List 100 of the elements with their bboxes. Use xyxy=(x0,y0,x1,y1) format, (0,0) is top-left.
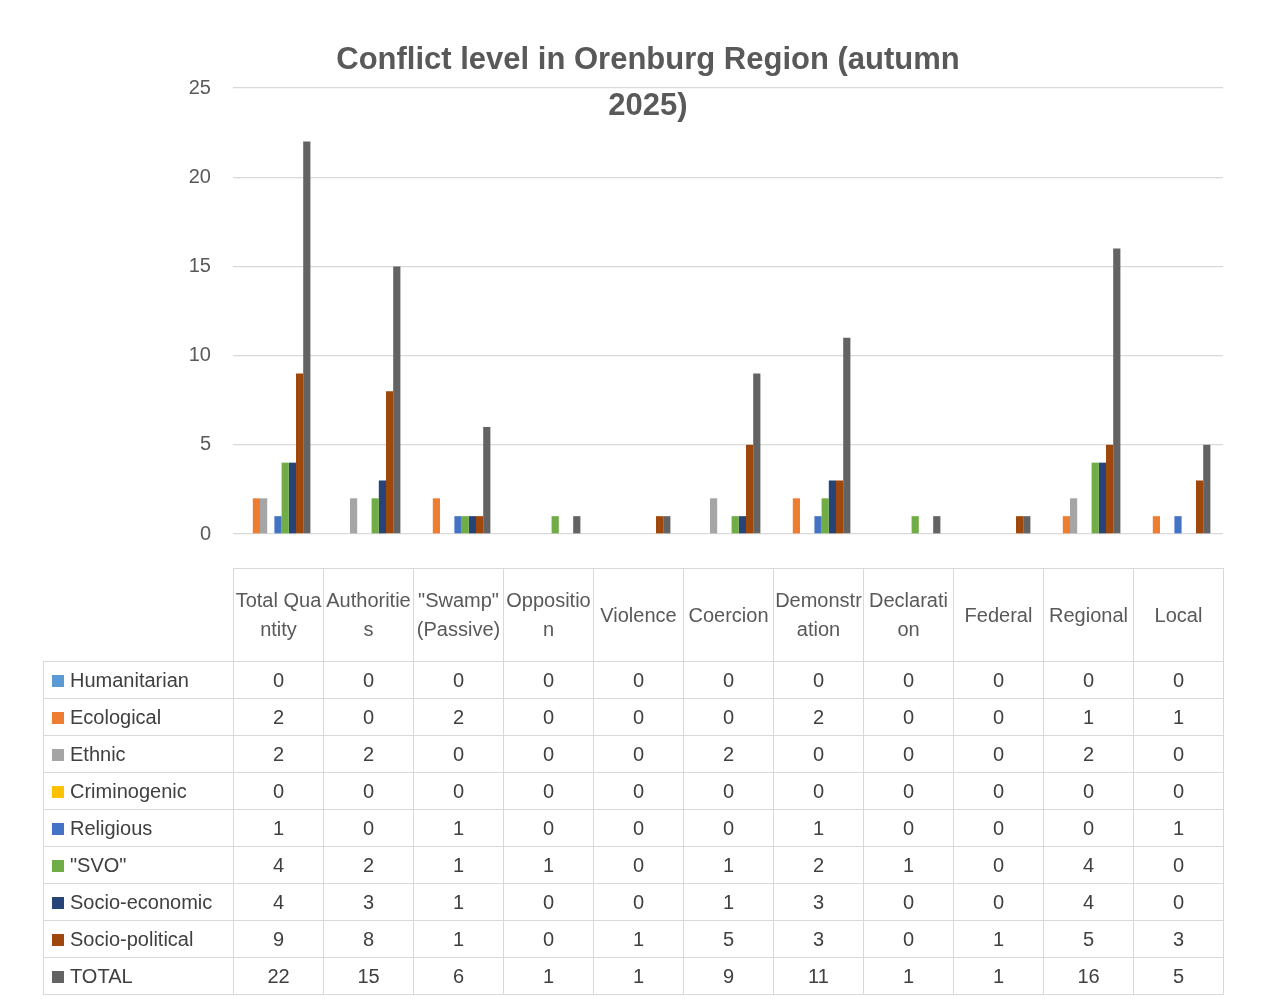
data-label: 3 xyxy=(773,920,864,958)
bar xyxy=(551,516,559,534)
bar xyxy=(350,498,358,534)
data-label: 0 xyxy=(953,735,1044,773)
y-tick-label: 15 xyxy=(188,253,211,276)
data-label: 0 xyxy=(683,809,774,847)
data-label: 0 xyxy=(953,661,1044,699)
x-tick-label: Authorities xyxy=(323,568,414,662)
legend-label: "SVO" xyxy=(70,853,127,876)
bar xyxy=(288,462,296,534)
y-tick-label: 5 xyxy=(199,432,211,455)
data-label: 0 xyxy=(683,698,774,736)
data-label: 4 xyxy=(1043,883,1134,921)
legend-label: Ethnic xyxy=(70,742,126,765)
data-label: 1 xyxy=(1133,698,1224,736)
data-label: 0 xyxy=(323,772,414,810)
x-tick-label: Local xyxy=(1133,568,1224,662)
bar xyxy=(386,391,394,534)
data-label: 5 xyxy=(683,920,774,958)
data-label: 0 xyxy=(1043,809,1134,847)
bar xyxy=(821,498,829,534)
bar xyxy=(1070,498,1078,534)
bar xyxy=(371,498,379,534)
data-label: 2 xyxy=(233,698,324,736)
data-label: 3 xyxy=(1133,920,1224,958)
data-label: 1 xyxy=(683,883,774,921)
data-label: 5 xyxy=(1133,957,1224,995)
data-label: 0 xyxy=(593,698,684,736)
bar xyxy=(483,426,491,534)
data-label: 0 xyxy=(1043,661,1134,699)
bar xyxy=(1203,444,1211,534)
data-label: 9 xyxy=(683,957,774,995)
legend-label: Ecological xyxy=(70,705,162,728)
data-label: 1 xyxy=(503,846,594,884)
data-label: 0 xyxy=(863,809,954,847)
data-label: 1 xyxy=(413,920,504,958)
data-label: 1 xyxy=(593,920,684,958)
data-label: 0 xyxy=(233,661,324,699)
data-label: 8 xyxy=(323,920,414,958)
data-label: 4 xyxy=(1043,846,1134,884)
legend-label: Criminogenic xyxy=(70,779,187,802)
data-label: 0 xyxy=(503,809,594,847)
x-tick-label: Total Quantity xyxy=(233,568,324,662)
bar xyxy=(461,516,469,534)
bar xyxy=(828,480,836,534)
data-label: 0 xyxy=(953,846,1044,884)
bar xyxy=(454,516,462,534)
data-label: 0 xyxy=(593,735,684,773)
data-label: 1 xyxy=(863,957,954,995)
bar xyxy=(746,444,754,534)
data-label: 0 xyxy=(503,883,594,921)
bar xyxy=(1152,516,1160,534)
data-label: 0 xyxy=(863,735,954,773)
data-label: 3 xyxy=(323,883,414,921)
x-tick-label: Demonstration xyxy=(773,568,864,662)
data-label: 0 xyxy=(503,698,594,736)
data-label: 0 xyxy=(953,883,1044,921)
bar xyxy=(1098,462,1106,534)
data-label: 0 xyxy=(1133,772,1224,810)
x-tick-label: Coercion xyxy=(683,568,774,662)
x-tick-label: Regional xyxy=(1043,568,1134,662)
bar xyxy=(753,373,761,534)
data-label: 0 xyxy=(413,735,504,773)
data-label: 0 xyxy=(1133,883,1224,921)
bar xyxy=(260,498,268,534)
bar xyxy=(710,498,718,534)
x-tick-label: Federal xyxy=(953,568,1044,662)
bar xyxy=(843,337,851,534)
data-label: 1 xyxy=(233,809,324,847)
bar xyxy=(1023,516,1031,534)
bar xyxy=(1113,248,1121,534)
data-label: 9 xyxy=(233,920,324,958)
data-label: 0 xyxy=(863,883,954,921)
bar xyxy=(1062,516,1070,534)
bar xyxy=(738,516,746,534)
data-label: 0 xyxy=(953,772,1044,810)
bar xyxy=(281,462,289,534)
data-label: 0 xyxy=(323,661,414,699)
data-label: 22 xyxy=(233,957,324,995)
data-label: 1 xyxy=(953,920,1044,958)
bar xyxy=(296,373,304,534)
data-label: 0 xyxy=(503,735,594,773)
data-label: 0 xyxy=(683,661,774,699)
data-label: 0 xyxy=(593,809,684,847)
data-label: 2 xyxy=(773,846,864,884)
data-label: 0 xyxy=(323,809,414,847)
bar xyxy=(378,480,386,534)
data-label: 0 xyxy=(953,809,1044,847)
data-label: 0 xyxy=(593,772,684,810)
x-tick-label: Opposition xyxy=(503,568,594,662)
legend-label: Religious xyxy=(70,816,153,839)
data-label: 2 xyxy=(323,846,414,884)
x-tick-label: "Swamp" (Passive) xyxy=(413,568,504,662)
data-label: 0 xyxy=(593,846,684,884)
data-label: 16 xyxy=(1043,957,1134,995)
bar xyxy=(274,516,282,534)
data-label: 2 xyxy=(683,735,774,773)
bar xyxy=(476,516,484,534)
data-label: 2 xyxy=(773,698,864,736)
data-label: 0 xyxy=(953,698,1044,736)
